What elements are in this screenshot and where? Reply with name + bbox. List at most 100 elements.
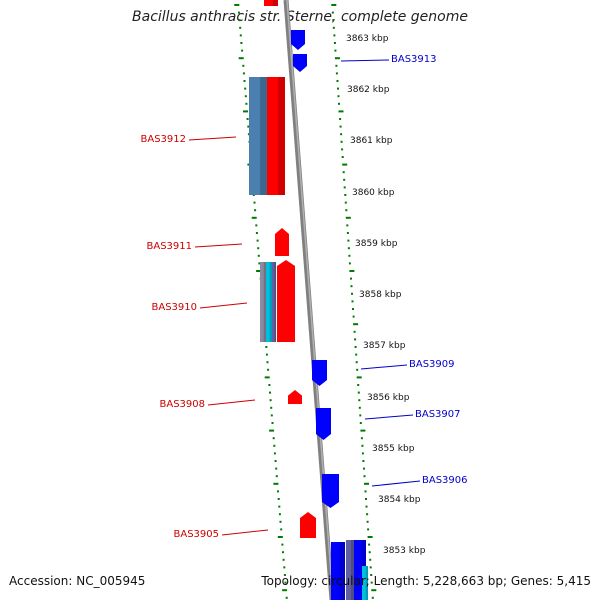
right-scale-tick (347, 247, 350, 250)
left-scale-tick (279, 520, 282, 523)
left-scale-tick (278, 513, 281, 516)
right-scale-tick (366, 513, 369, 516)
left-scale-tick (251, 216, 257, 219)
right-scale-tick (367, 528, 370, 531)
scale-label: 3861 kbp (350, 136, 393, 146)
left-scale-tick (274, 460, 277, 462)
right-scale-tick (346, 224, 349, 227)
right-scale-tick (335, 72, 338, 75)
gene-leader-line (364, 414, 414, 420)
gene-label: BAS3913 (391, 54, 437, 65)
orf-bas3910-stripe1-body (260, 262, 266, 342)
left-scale-tick (273, 444, 276, 447)
gene-leader-line (207, 399, 256, 406)
left-scale-tick (284, 581, 287, 584)
right-scale-tick (333, 42, 336, 44)
left-scale-tick (245, 102, 248, 105)
right-scale-tick (337, 95, 340, 98)
gene-bas3905 (300, 512, 316, 538)
left-scale-tick (256, 239, 259, 242)
right-scale-tick (345, 209, 348, 212)
right-scale-tick (353, 330, 356, 333)
left-scale-tick (283, 566, 286, 569)
left-scale-tick (275, 475, 278, 478)
gene-bas3908 (288, 390, 302, 404)
right-scale-tick (351, 292, 353, 295)
orf-bas3910-stripe2 (266, 262, 272, 342)
right-scale-tick (334, 49, 337, 52)
right-scale-tick (352, 315, 355, 318)
right-scale-tick (364, 490, 367, 493)
left-scale-tick (272, 437, 275, 440)
right-scale-tick (360, 437, 363, 440)
right-scale-tick (343, 178, 346, 181)
left-scale-tick (244, 87, 247, 90)
left-scale-tick (265, 346, 268, 348)
orf-bas3910-stripe2-body (266, 262, 272, 342)
orf-bas3910-stripe1-shade (263, 262, 266, 342)
right-scale-tick (351, 300, 354, 303)
right-scale-tick (355, 353, 358, 356)
scale-label: 3863 kbp (346, 34, 389, 44)
scale-label: 3858 kbp (359, 290, 402, 300)
gene-bottom-stripe (346, 540, 354, 600)
right-scale-tick (369, 566, 372, 569)
left-scale-tick (243, 110, 248, 113)
orf-bas3910-stripe2-shade (269, 262, 272, 342)
right-scale-tick (346, 232, 349, 234)
right-scale-tick (361, 444, 364, 447)
map-title: Bacillus anthracis str. Sterne, complete… (132, 9, 468, 25)
right-scale-tick (357, 384, 360, 386)
right-scale-tick (342, 163, 348, 166)
left-scale-tick (285, 596, 288, 599)
right-scale-tick (368, 543, 371, 546)
right-scale-tick (356, 376, 362, 379)
gene-bas3907 (316, 408, 331, 440)
scale-label: 3853 kbp (383, 546, 426, 556)
right-scale-tick (370, 574, 373, 576)
right-scale-tick (337, 87, 339, 90)
right-scale-tick (369, 558, 372, 561)
gene-label: BAS3908 (160, 399, 206, 410)
left-scale-tick (256, 270, 262, 272)
right-scale-tick (344, 201, 347, 204)
right-scale-tick (348, 262, 351, 265)
left-scale-tick (239, 34, 242, 37)
right-scale-tick (352, 308, 354, 310)
gene-bottom-stripe-body (346, 540, 354, 600)
right-scale-tick (332, 19, 335, 22)
right-scale-tick (348, 254, 351, 257)
scale-label: 3856 kbp (367, 393, 410, 403)
scale-label: 3862 kbp (347, 85, 390, 95)
gene-bottom-blue-1 (331, 542, 345, 600)
gene-leader-line (221, 529, 269, 536)
gene-leader-line (360, 364, 408, 370)
gene-bas3913-b (293, 54, 307, 72)
left-scale-tick (255, 232, 258, 234)
left-scale-tick (237, 11, 240, 14)
gene-bottom-stripe-shade (350, 540, 354, 600)
topology-summary: Topology: circular; Length: 5,228,663 bp… (261, 574, 591, 588)
right-scale-tick (357, 391, 360, 394)
left-scale-tick (246, 118, 249, 120)
right-scale-tick (338, 102, 340, 105)
left-scale-tick (265, 353, 268, 356)
left-scale-tick (255, 224, 258, 227)
right-scale-tick (364, 482, 369, 485)
right-scale-tick (354, 346, 357, 348)
left-scale-tick (273, 482, 279, 485)
right-scale-tick (358, 399, 361, 402)
gene-label: BAS3907 (415, 409, 461, 420)
right-scale-tick (338, 110, 344, 113)
gene-bas3911 (275, 228, 289, 256)
right-scale-tick (339, 125, 342, 128)
left-scale-tick (253, 201, 256, 204)
left-scale-tick (269, 429, 275, 432)
gene-top-partial-shade (272, 0, 278, 6)
left-scale-tick (239, 26, 242, 29)
orf-bas3910-stripe1 (260, 262, 266, 342)
gene-top-partial (264, 0, 278, 6)
right-scale-tick (350, 277, 352, 280)
right-scale-tick (361, 452, 364, 455)
left-scale-tick (270, 414, 273, 417)
